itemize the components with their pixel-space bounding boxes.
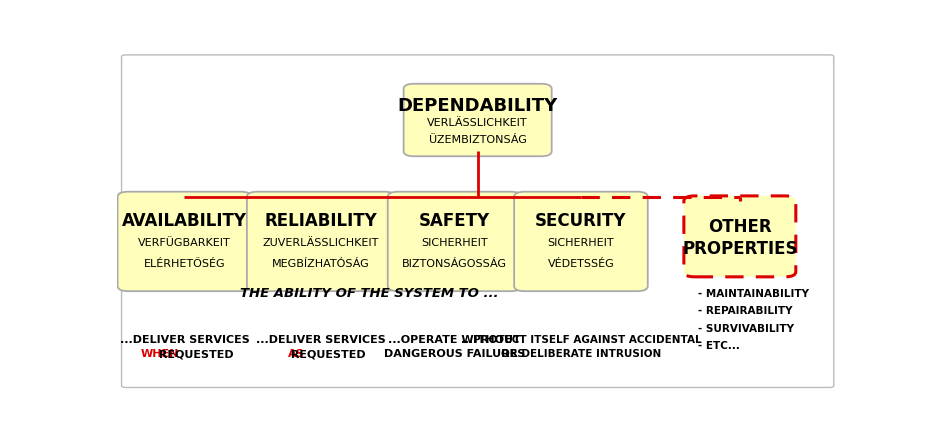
- Text: - MAINTAINABILITY: - MAINTAINABILITY: [698, 289, 809, 299]
- Text: BIZTONSÁGOSSÁG: BIZTONSÁGOSSÁG: [402, 259, 507, 269]
- FancyBboxPatch shape: [404, 84, 552, 156]
- Text: OR DELIBERATE INTRUSION: OR DELIBERATE INTRUSION: [500, 350, 661, 360]
- Text: AS: AS: [288, 350, 305, 360]
- Text: VERLÄSSLICHKEIT: VERLÄSSLICHKEIT: [428, 118, 528, 128]
- Text: OTHER: OTHER: [708, 218, 772, 236]
- FancyBboxPatch shape: [388, 192, 521, 291]
- Text: ...DELIVER SERVICES: ...DELIVER SERVICES: [119, 335, 249, 345]
- Text: DEPENDABILITY: DEPENDABILITY: [398, 97, 557, 115]
- FancyBboxPatch shape: [247, 192, 395, 291]
- FancyBboxPatch shape: [514, 192, 648, 291]
- FancyBboxPatch shape: [117, 192, 252, 291]
- Text: ELÉRHETŐSÉG: ELÉRHETŐSÉG: [144, 259, 226, 269]
- Text: AVAILABILITY: AVAILABILITY: [122, 212, 247, 230]
- Text: REQUESTED: REQUESTED: [286, 350, 365, 360]
- Text: ...OPERATE WITHOUT: ...OPERATE WITHOUT: [388, 335, 521, 345]
- Text: SECURITY: SECURITY: [535, 212, 626, 230]
- Text: - SURVIVABILITY: - SURVIVABILITY: [698, 324, 794, 334]
- Text: SICHERHEIT: SICHERHEIT: [421, 238, 487, 248]
- Text: ÜZEMBIZTONSÁG: ÜZEMBIZTONSÁG: [429, 134, 527, 145]
- Text: DANGEROUS FAILURES: DANGEROUS FAILURES: [384, 350, 525, 360]
- Text: - ETC...: - ETC...: [698, 341, 740, 351]
- Text: ...PROTECT ITSELF AGAINST ACCIDENTAL: ...PROTECT ITSELF AGAINST ACCIDENTAL: [460, 335, 701, 345]
- Text: VÉDETSSÉG: VÉDETSSÉG: [548, 259, 614, 269]
- Text: ZUVERLÄSSLICHKEIT: ZUVERLÄSSLICHKEIT: [263, 238, 379, 248]
- Text: RELIABILITY: RELIABILITY: [265, 212, 377, 230]
- Text: SAFETY: SAFETY: [419, 212, 490, 230]
- Text: WHEN: WHEN: [141, 350, 179, 360]
- Text: THE ABILITY OF THE SYSTEM TO ...: THE ABILITY OF THE SYSTEM TO ...: [240, 287, 499, 300]
- Text: MEGBÍZHATÓSÁG: MEGBÍZHATÓSÁG: [272, 259, 370, 269]
- FancyBboxPatch shape: [684, 196, 796, 277]
- Text: - REPAIRABILITY: - REPAIRABILITY: [698, 306, 792, 316]
- Text: VERFÜGBARKEIT: VERFÜGBARKEIT: [138, 238, 231, 248]
- Text: ...DELIVER SERVICES: ...DELIVER SERVICES: [256, 335, 386, 345]
- Text: SICHERHEIT: SICHERHEIT: [548, 238, 614, 248]
- Text: REQUESTED: REQUESTED: [155, 350, 234, 360]
- Text: PROPERTIES: PROPERTIES: [682, 240, 798, 258]
